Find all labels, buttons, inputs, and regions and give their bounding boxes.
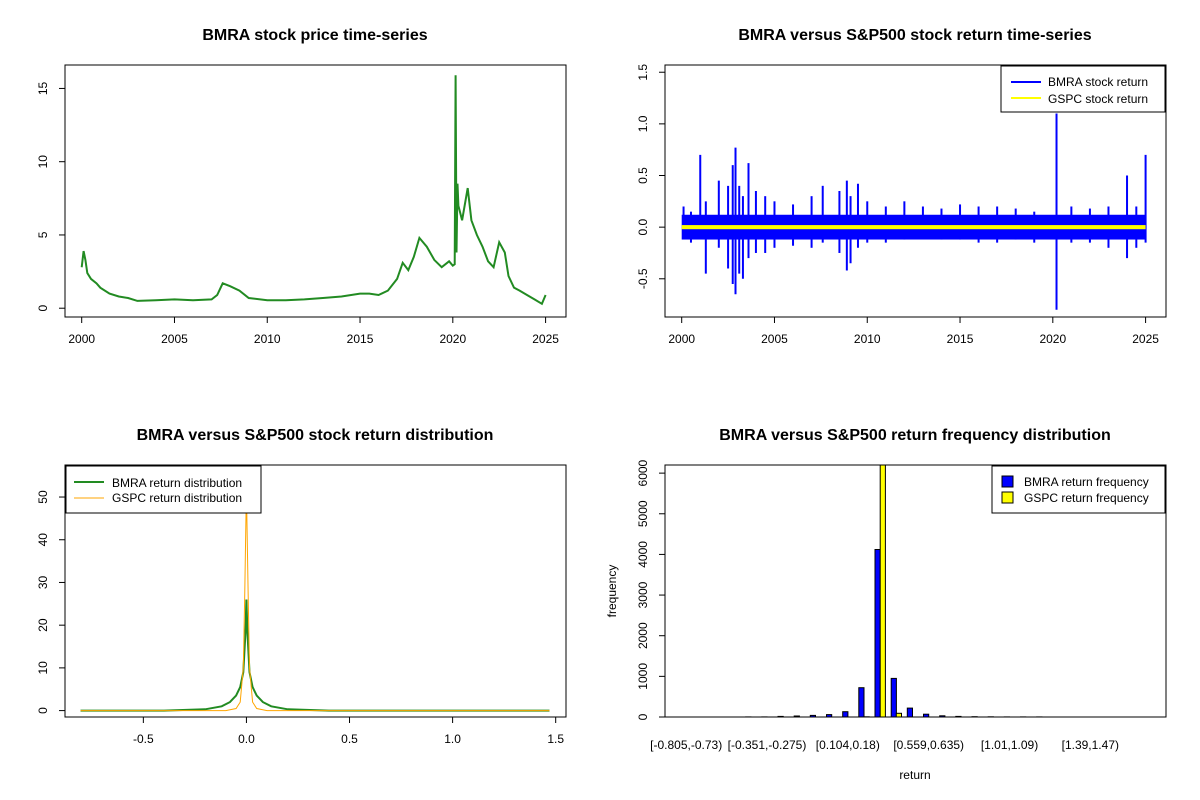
legend-label-bmra: BMRA return frequency: [1024, 475, 1149, 489]
bar-gspc: [895, 712, 902, 718]
y-tick-label: 1000: [636, 663, 650, 690]
bar-bmra: [874, 549, 881, 718]
x-tick-label: 2010: [854, 332, 881, 346]
panel-return-distribution: BMRA versus S&P500 stock return distribu…: [36, 427, 567, 746]
y-tick-label: 5000: [636, 500, 650, 527]
x-tick-label: [-0.351,-0.275): [728, 738, 807, 752]
y-tick-label: 2000: [636, 622, 650, 649]
legend-box: [65, 465, 262, 514]
legend-label-gspc: GSPC return distribution: [112, 491, 242, 505]
legend-label-bmra: BMRA stock return: [1048, 75, 1148, 89]
plot-area: -0.5 0.0 0.5 1.0 1.5 0 10 20 30 40 50: [36, 488, 564, 746]
plot-frame: [664, 64, 1167, 318]
legend: BMRA return distribution GSPC return dis…: [65, 465, 262, 514]
x-tick-label: 1.0: [444, 732, 461, 746]
x-tick-label: [1.01,1.09): [981, 738, 1038, 752]
plot-area: 2000 2005 2010 2015 2020 2025 -0.5 0.0 0.5 1.0 1.5: [636, 64, 1159, 346]
legend-swatch-gspc: [1001, 491, 1014, 504]
x-tick-label: 2015: [947, 332, 974, 346]
chart-title: BMRA versus S&P500 return frequency dist…: [719, 427, 1111, 444]
x-axis-label: return: [899, 768, 930, 782]
y-tick-label: 6000: [636, 459, 650, 486]
y-tick-label: 0.0: [636, 218, 650, 235]
legend: BMRA return frequency GSPC return freque…: [991, 465, 1166, 514]
y-tick-label: 10: [36, 661, 50, 675]
x-tick-label: 2015: [347, 332, 374, 346]
legend-label-gspc: GSPC stock return: [1048, 92, 1148, 106]
x-tick-label: 2020: [439, 332, 466, 346]
chart-title: BMRA versus S&P500 stock return time-ser…: [738, 27, 1091, 44]
chart-title: BMRA versus S&P500 stock return distribu…: [137, 427, 494, 444]
y-tick-label: 0: [36, 305, 50, 312]
x-tick-label: -0.5: [133, 732, 154, 746]
y-tick-label: 0: [36, 707, 50, 714]
plot-area: [-0.805,-0.73) [-0.351,-0.275) [0.104,0.18…: [636, 459, 1119, 752]
x-tick-label: 2010: [254, 332, 281, 346]
y-tick-label: 10: [36, 155, 50, 169]
y-tick-label: 50: [36, 490, 50, 504]
bar-bmra: [906, 707, 913, 718]
plot-frame: [664, 464, 1167, 718]
legend-box: [991, 465, 1166, 514]
bar-bmra: [858, 687, 865, 718]
x-tick-label: 2000: [668, 332, 695, 346]
y-tick-label: 20: [36, 618, 50, 632]
y-tick-label: 15: [36, 81, 50, 95]
y-tick-label: 3000: [636, 581, 650, 608]
series-line-bmra-density: [80, 599, 550, 712]
y-tick-label: 1.5: [636, 64, 650, 81]
plot-frame: [64, 464, 567, 718]
series-band-gspc: [681, 225, 1146, 230]
plot-area: 2000 2005 2010 2015 2020 2025 0 5 10 15: [36, 75, 559, 346]
x-tick-label: 2000: [68, 332, 95, 346]
y-tick-label: 0.5: [636, 167, 650, 184]
x-tick-label: 2025: [532, 332, 559, 346]
x-tick-label: [1.39,1.47): [1062, 738, 1119, 752]
y-tick-label: 0: [636, 713, 650, 720]
panel-return-frequency: BMRA versus S&P500 return frequency dist…: [605, 427, 1167, 782]
legend-box: [1000, 65, 1166, 113]
y-axis-label: frequency: [605, 565, 619, 618]
y-tick-label: 5: [36, 231, 50, 238]
y-tick-label: -0.5: [636, 268, 650, 289]
bar-bmra: [842, 711, 849, 718]
x-tick-label: [-0.805,-0.73): [650, 738, 722, 752]
x-tick-label: [0.559,0.635): [893, 738, 964, 752]
legend-swatch-bmra: [1001, 475, 1014, 488]
x-tick-label: 1.5: [547, 732, 564, 746]
bar-bmra: [890, 677, 897, 718]
y-tick-label: 30: [36, 575, 50, 589]
legend: BMRA stock return GSPC stock return: [1000, 65, 1166, 113]
x-tick-label: 2025: [1132, 332, 1159, 346]
y-tick-label: 1.0: [636, 115, 650, 132]
x-tick-label: 2005: [161, 332, 188, 346]
panel-return-timeseries: BMRA versus S&P500 stock return time-ser…: [636, 27, 1167, 346]
series-line-bmra-price: [80, 75, 547, 306]
x-tick-label: 2005: [761, 332, 788, 346]
plot-frame: [64, 64, 567, 318]
x-tick-label: 0.0: [238, 732, 255, 746]
bar-gspc: [879, 464, 886, 718]
x-tick-label: 2020: [1039, 332, 1066, 346]
legend-label-gspc: GSPC return frequency: [1024, 491, 1149, 505]
legend-label-bmra: BMRA return distribution: [112, 476, 242, 490]
y-tick-label: 4000: [636, 541, 650, 568]
x-tick-label: 0.5: [341, 732, 358, 746]
chart-title: BMRA stock price time-series: [202, 27, 427, 44]
y-tick-label: 40: [36, 533, 50, 547]
panel-price-timeseries: BMRA stock price time-series 2000 2005 201…: [36, 27, 567, 346]
x-tick-label: [0.104,0.18): [816, 738, 880, 752]
